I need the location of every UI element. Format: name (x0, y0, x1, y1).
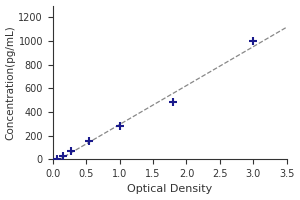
X-axis label: Optical Density: Optical Density (127, 184, 212, 194)
Y-axis label: Concentration(pg/mL): Concentration(pg/mL) (6, 25, 16, 140)
